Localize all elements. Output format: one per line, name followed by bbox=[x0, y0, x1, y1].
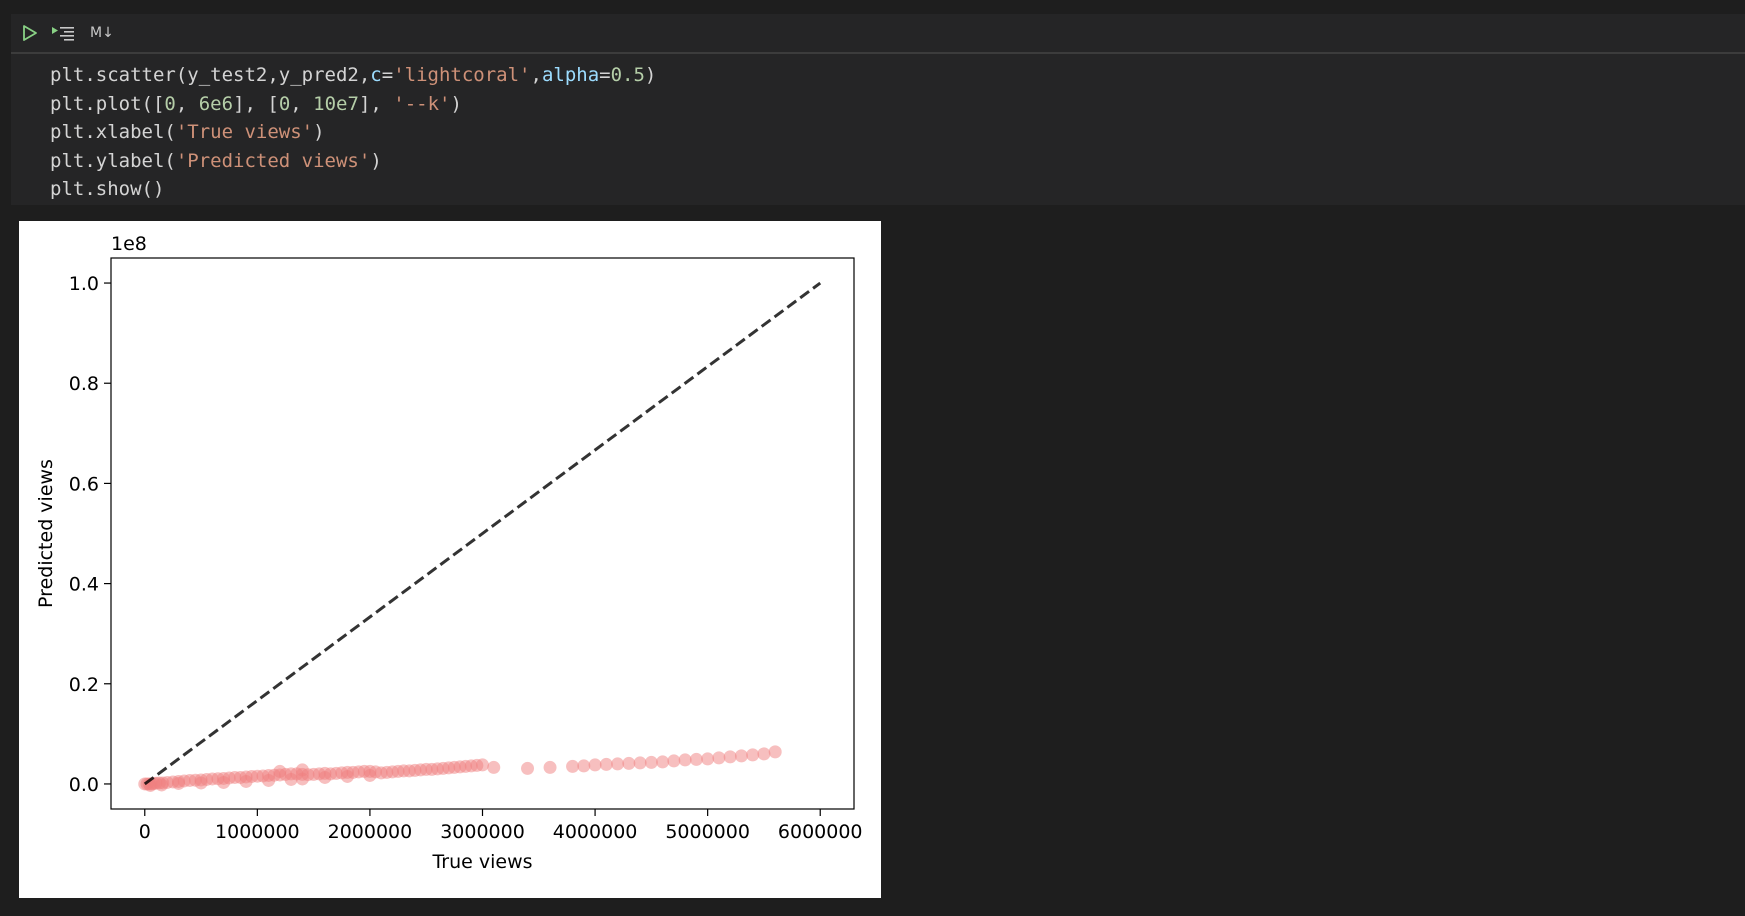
scatter-point bbox=[746, 748, 760, 762]
scatter-point bbox=[667, 754, 681, 768]
x-tick-label: 5000000 bbox=[665, 821, 750, 843]
scatter-point bbox=[217, 775, 231, 789]
code-token: alpha bbox=[541, 64, 600, 86]
y-offset-label: 1e8 bbox=[111, 233, 147, 255]
code-token: plt.show() bbox=[50, 178, 165, 200]
code-token: plt.ylabel( bbox=[50, 149, 176, 172]
scatter-point bbox=[768, 745, 782, 759]
scatter-point bbox=[678, 753, 692, 767]
cell-output: 0 1000000 2000000 3000000 4000000 5000000 6000… bbox=[19, 221, 881, 898]
code-token: plt.plot([ bbox=[50, 92, 165, 115]
scatter-chart: 0 1000000 2000000 3000000 4000000 5000000 6000… bbox=[35, 233, 863, 873]
code-token: 0 bbox=[278, 92, 291, 115]
code-token: = bbox=[599, 64, 611, 86]
y-tick-label: 0.4 bbox=[69, 574, 99, 596]
x-tick-label: 0 bbox=[139, 821, 151, 843]
code-line: plt.plot([0, 6e6], [0, 10e7], '--k') bbox=[50, 90, 656, 119]
scatter-point bbox=[295, 772, 309, 786]
scatter-point bbox=[566, 759, 580, 773]
code-line: plt.xlabel('True views') bbox=[50, 118, 656, 147]
scatter-point bbox=[295, 763, 309, 777]
scatter-point bbox=[487, 760, 501, 774]
code-token: ) bbox=[450, 92, 462, 115]
scatter-point bbox=[701, 752, 715, 766]
code-token: c bbox=[370, 64, 382, 86]
x-tick-label: 1000000 bbox=[215, 821, 300, 843]
y-tick-label: 1.0 bbox=[69, 273, 99, 295]
scatter-point bbox=[262, 773, 276, 787]
scatter-point bbox=[723, 750, 737, 764]
code-token: 'True views' bbox=[175, 121, 314, 143]
x-tick-label: 6000000 bbox=[778, 821, 863, 843]
scatter-point bbox=[273, 764, 287, 778]
notebook-cell: M↓ plt.scatter(y_test2,y_pred2,c='lightc… bbox=[11, 14, 1745, 205]
scatter-point bbox=[155, 778, 169, 792]
run-below-icon[interactable] bbox=[51, 23, 77, 43]
code-editor[interactable]: plt.scatter(y_test2,y_pred2,c='lightcora… bbox=[50, 61, 656, 204]
x-axis-label: True views bbox=[431, 851, 532, 873]
code-line: plt.scatter(y_test2,y_pred2,c='lightcora… bbox=[50, 61, 656, 90]
scatter-point bbox=[318, 770, 332, 784]
scatter-point bbox=[476, 758, 489, 772]
x-tick-label: 4000000 bbox=[553, 821, 638, 843]
code-token: ], [ bbox=[233, 92, 279, 115]
scatter-point bbox=[734, 749, 748, 763]
code-token: ) bbox=[370, 149, 382, 172]
scatter-point bbox=[689, 752, 703, 766]
scatter-point bbox=[363, 768, 377, 782]
scatter-point bbox=[543, 760, 557, 774]
y-tick-label: 0.2 bbox=[69, 674, 99, 696]
code-token: 'lightcoral' bbox=[393, 64, 531, 86]
scatter-point bbox=[521, 761, 535, 775]
scatter-point bbox=[656, 755, 670, 769]
scatter-point bbox=[284, 772, 298, 786]
scatter-point bbox=[644, 755, 658, 769]
scatter-point bbox=[633, 756, 647, 770]
code-token: , bbox=[290, 92, 314, 115]
x-tick-label: 3000000 bbox=[440, 821, 525, 843]
code-token: ) bbox=[644, 64, 657, 86]
scatter-point bbox=[712, 751, 726, 765]
code-token: '--k' bbox=[393, 92, 451, 115]
scatter-point bbox=[577, 759, 591, 773]
code-token: 'Predicted views' bbox=[175, 149, 371, 172]
code-token: , bbox=[175, 92, 199, 115]
reference-line bbox=[143, 281, 822, 786]
code-token: plt.xlabel( bbox=[50, 121, 176, 143]
y-tick-label: 0.6 bbox=[69, 473, 99, 495]
code-token: 0.5 bbox=[610, 64, 645, 86]
code-line: plt.show() bbox=[50, 175, 656, 204]
markdown-toggle-button[interactable]: M↓ bbox=[90, 25, 114, 41]
scatter-point bbox=[194, 776, 208, 790]
scatter-point bbox=[622, 756, 636, 770]
code-token: , bbox=[530, 64, 542, 86]
scatter-point bbox=[611, 757, 625, 771]
code-token: plt.scatter(y_test2,y_pred2, bbox=[50, 64, 371, 86]
cell-toolbar: M↓ bbox=[11, 14, 1745, 54]
code-token: 0 bbox=[164, 92, 176, 115]
y-tick-label: 0.8 bbox=[69, 373, 99, 395]
code-token: 6e6 bbox=[198, 92, 234, 115]
code-token: ) bbox=[313, 121, 325, 143]
code-token: ], bbox=[358, 92, 394, 115]
scatter-point bbox=[599, 757, 613, 771]
scatter-point bbox=[172, 776, 186, 790]
play-icon[interactable] bbox=[22, 23, 38, 43]
code-token: = bbox=[381, 64, 394, 86]
code-line: plt.ylabel('Predicted views') bbox=[50, 147, 656, 176]
scatter-point bbox=[588, 758, 602, 772]
scatter-point bbox=[340, 769, 354, 783]
code-token: 10e7 bbox=[313, 92, 359, 115]
scatter-point bbox=[239, 774, 253, 788]
scatter-point bbox=[757, 747, 771, 761]
y-tick-label: 0.0 bbox=[69, 774, 99, 796]
y-axis-label: Predicted views bbox=[35, 459, 57, 608]
x-tick-label: 2000000 bbox=[328, 821, 413, 843]
